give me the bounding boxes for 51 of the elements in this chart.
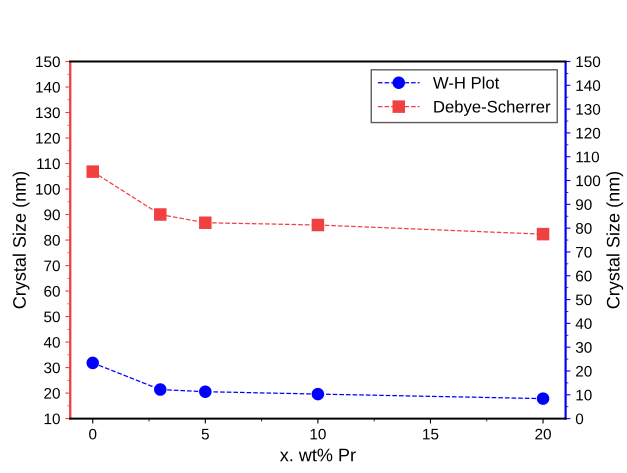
y2-tick-label: 90 <box>576 199 592 210</box>
point <box>199 216 212 229</box>
y2-tick-label: 40 <box>576 318 592 330</box>
y2-tick-label: 70 <box>576 246 592 258</box>
x-tick-label: 5 <box>202 428 209 440</box>
y2-tick-label: 30 <box>576 342 592 353</box>
y2-tick-label: 100 <box>576 175 600 186</box>
y2-tick-label: 10 <box>576 390 592 400</box>
y-tick-label: 100 <box>36 184 60 195</box>
point <box>154 208 167 221</box>
point <box>536 228 550 240</box>
y-tick-label: 110 <box>37 158 60 170</box>
y2-tick-label: 120 <box>576 128 600 139</box>
legend-label: Debye-Scherrer <box>434 100 550 116</box>
y2-tick-label: 140 <box>576 80 600 91</box>
y2-tick-label: 110 <box>576 152 600 162</box>
y-tick-label: 60 <box>44 286 60 297</box>
y-tick-label: 50 <box>44 311 60 322</box>
y-tick-label: 40 <box>44 336 60 348</box>
point <box>86 356 99 370</box>
y2-tick-label: 130 <box>576 104 600 115</box>
y-axis-title: Crystal Size (nm) <box>12 172 30 308</box>
x-tick-label: 20 <box>535 428 551 440</box>
point <box>536 392 550 405</box>
legend-label: W-H Plot <box>433 76 500 89</box>
y2-axis-title: Crystal Size (nm) <box>606 172 624 308</box>
point <box>312 218 324 232</box>
y-tick-label: 70 <box>44 260 60 272</box>
x-axis-title: x. wt% Pr <box>280 448 356 462</box>
y-tick-label: 150 <box>36 56 60 68</box>
point <box>199 385 212 398</box>
point <box>154 383 167 396</box>
y-tick-label: 140 <box>36 82 60 93</box>
point <box>86 165 99 178</box>
y-tick-label: 130 <box>36 107 60 118</box>
y-tick-label: 10 <box>44 413 60 424</box>
y-tick-label: 120 <box>36 132 60 144</box>
y2-tick-label: 60 <box>576 270 592 282</box>
x-tick-label: 15 <box>423 428 438 440</box>
y2-tick-label: 150 <box>576 56 600 68</box>
y2-tick-label: 20 <box>576 366 592 377</box>
y-tick-label: 20 <box>44 388 60 399</box>
y-tick-label: 90 <box>44 209 60 220</box>
y-tick-label: 30 <box>44 362 60 374</box>
x-tick-label: 10 <box>310 428 326 440</box>
y2-tick-label: 80 <box>576 223 592 234</box>
y2-tick-label: 0 <box>576 413 584 424</box>
x-tick-label: 0 <box>89 428 96 440</box>
y2-tick-label: 50 <box>576 294 592 306</box>
point <box>312 388 324 400</box>
y-tick-label: 80 <box>44 234 60 246</box>
